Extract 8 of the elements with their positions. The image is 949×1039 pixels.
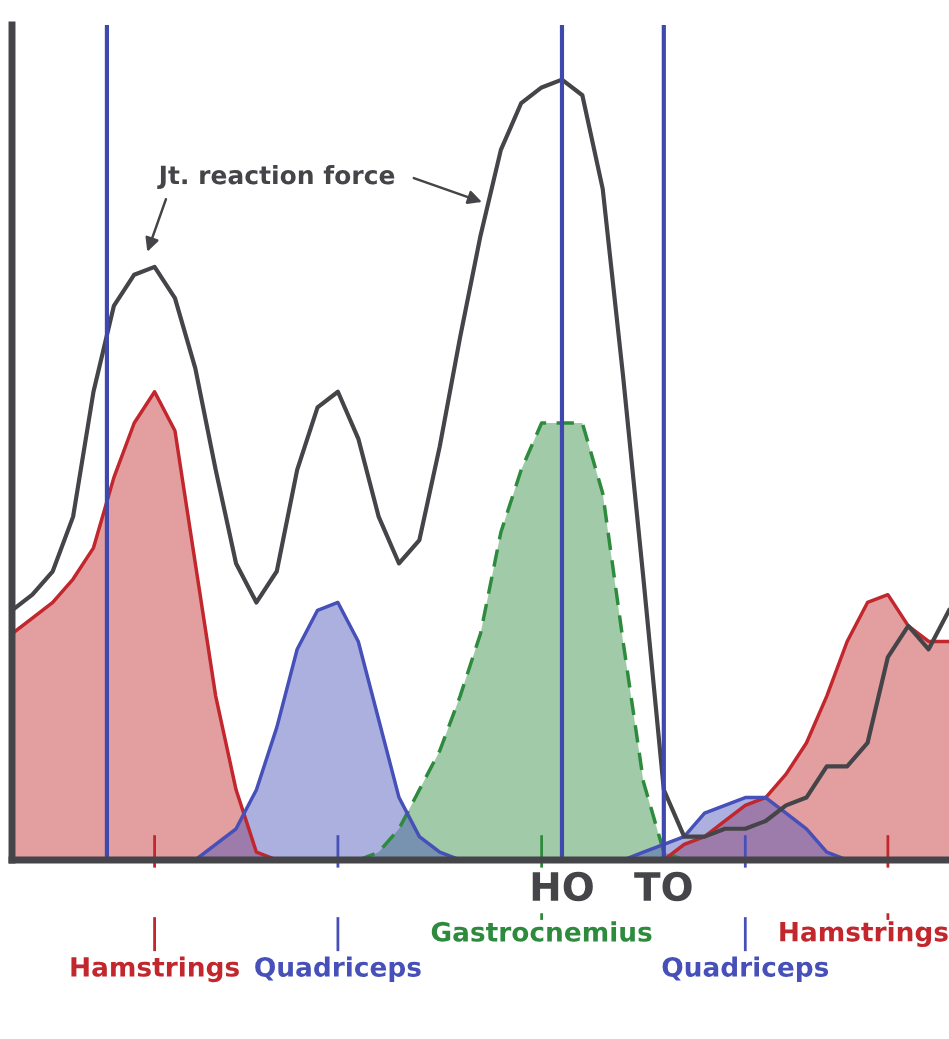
x-tick-label: TO xyxy=(634,871,692,902)
legend-label: Hamstrings xyxy=(71,956,239,983)
legend-label: Hamstrings xyxy=(780,921,948,948)
legend-label: Quadriceps xyxy=(255,956,421,983)
legend-label: Gastrocnemius xyxy=(431,921,652,942)
x-tick-label: HO xyxy=(532,871,593,902)
text: Jt. reaction force xyxy=(157,165,395,190)
legend-label: Quadriceps xyxy=(662,956,829,983)
